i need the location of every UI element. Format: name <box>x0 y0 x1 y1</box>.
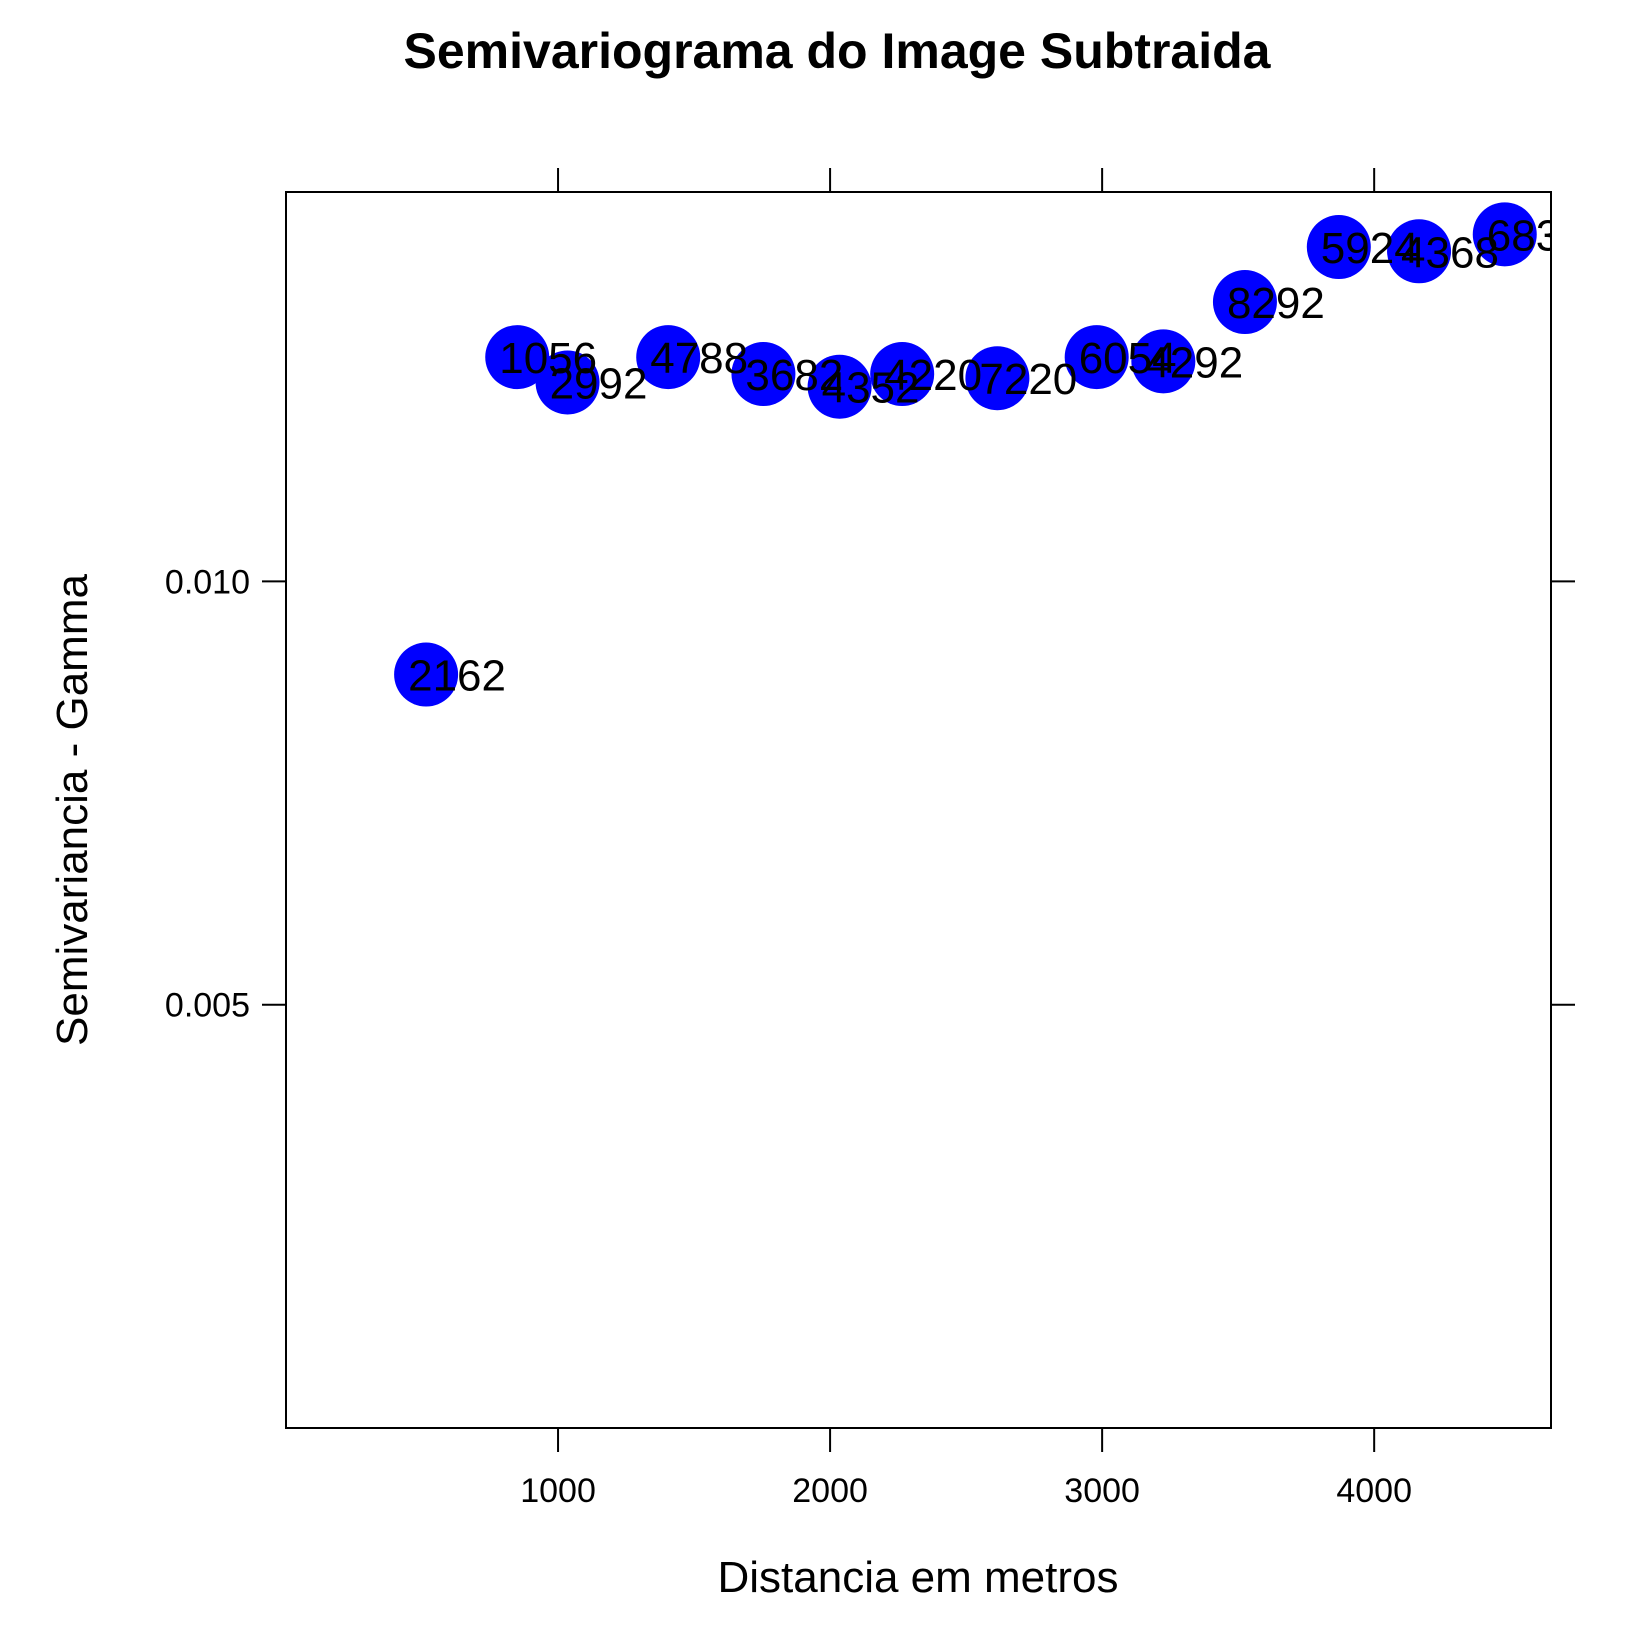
point-label: 6054 <box>1079 334 1177 383</box>
point-label: 4788 <box>650 334 748 383</box>
x-tick-label: 2000 <box>792 1472 868 1510</box>
point-label: 683 <box>1487 211 1560 260</box>
data-point <box>394 642 459 707</box>
point-label: 8292 <box>1227 279 1325 328</box>
data-point <box>636 325 701 390</box>
data-point <box>1387 219 1452 284</box>
y-tick-label: 0.005 <box>165 987 250 1025</box>
x-axis-label: Distancia em metros <box>717 1553 1118 1602</box>
data-point <box>870 342 935 407</box>
data-point <box>1064 325 1129 390</box>
y-axis-label: Semivariancia - Gamma <box>48 574 97 1046</box>
data-point <box>731 342 796 407</box>
data-point <box>535 350 600 415</box>
chart-title: Semivariograma do Image Subtraida <box>404 23 1272 79</box>
data-point <box>1131 329 1196 394</box>
x-axis: 1000 2000 3000 4000 <box>520 168 1412 1510</box>
data-point <box>1306 215 1371 280</box>
data-point <box>485 325 550 390</box>
point-label: 4292 <box>1145 338 1243 387</box>
point-label: 2992 <box>550 359 648 408</box>
data-point <box>1472 202 1537 267</box>
point-label: 7220 <box>979 355 1077 404</box>
data-point <box>965 346 1030 411</box>
plot-frame <box>285 191 1552 1429</box>
y-tick-label: 0.010 <box>165 563 250 601</box>
point-label: 4220 <box>884 351 982 400</box>
x-tick-label: 1000 <box>520 1472 596 1510</box>
point-label: 5924 <box>1321 224 1419 273</box>
point-label: 1056 <box>499 334 597 383</box>
point-label: 4352 <box>822 364 920 413</box>
point-label: 2162 <box>408 652 506 701</box>
data-point <box>807 354 872 419</box>
x-tick-label: 3000 <box>1064 1472 1140 1510</box>
data-point <box>1212 270 1277 335</box>
y-axis: 0.005 0.010 <box>165 563 1575 1025</box>
point-label: 3682 <box>745 351 843 400</box>
x-tick-label: 4000 <box>1336 1472 1412 1510</box>
point-label: 4368 <box>1401 228 1499 277</box>
